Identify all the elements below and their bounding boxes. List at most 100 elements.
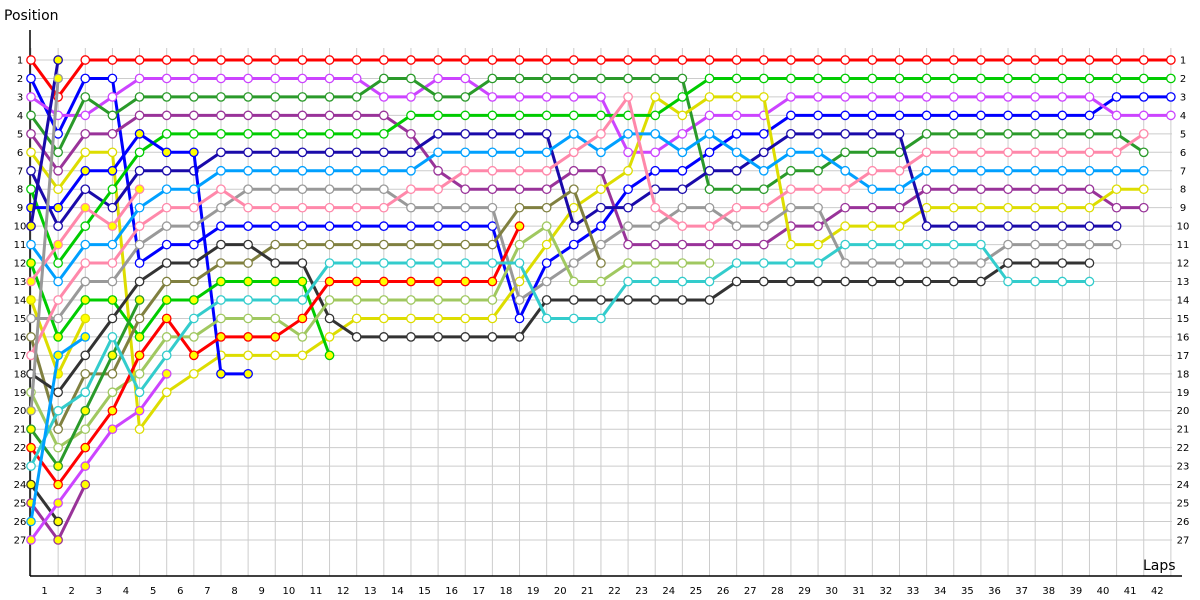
data-point: [731, 165, 742, 176]
x-tick-label: 22: [608, 586, 621, 597]
data-point: [460, 258, 471, 268]
data-point: [1057, 128, 1068, 139]
data-point: [460, 313, 471, 324]
x-tick-label: 25: [690, 586, 703, 597]
data-point: [161, 202, 172, 213]
data-point: [188, 258, 199, 268]
data-point: [297, 239, 308, 250]
data-point: [650, 73, 661, 84]
data-point: [1003, 165, 1013, 176]
data-point: [433, 147, 443, 158]
y-tick-label-left: 23: [14, 462, 27, 473]
data-point: [541, 73, 552, 84]
data-point: [297, 55, 308, 65]
data-point: [26, 516, 36, 527]
data-point: [867, 184, 878, 195]
data-point: [406, 92, 416, 102]
data-point: [894, 239, 905, 250]
data-point: [704, 202, 715, 213]
data-point: [948, 239, 959, 250]
data-point: [487, 73, 498, 84]
data-point: [351, 110, 362, 121]
data-point: [378, 313, 389, 324]
data-point: [1084, 147, 1095, 158]
data-point: [216, 165, 226, 176]
data-point: [351, 313, 362, 324]
x-tick-label: 35: [961, 586, 974, 597]
x-tick-label: 17: [472, 586, 485, 597]
data-point: [623, 276, 633, 287]
y-tick-label-right: 19: [1177, 388, 1190, 399]
data-point: [270, 350, 281, 361]
data-point: [1030, 165, 1041, 176]
data-point: [677, 55, 688, 65]
data-point: [867, 147, 878, 158]
data-point: [1084, 55, 1095, 65]
data-point: [161, 165, 172, 176]
data-point: [568, 110, 579, 121]
data-point: [161, 221, 172, 231]
data-point: [1084, 165, 1095, 176]
data-point: [786, 55, 796, 65]
data-point: [243, 55, 253, 65]
data-point: [80, 368, 91, 379]
data-point: [433, 239, 443, 250]
data-point: [53, 405, 63, 416]
data-point: [297, 276, 308, 287]
data-point: [378, 258, 389, 268]
data-point: [921, 55, 932, 65]
data-point: [1057, 276, 1068, 287]
data-point: [894, 73, 905, 84]
data-point: [1111, 55, 1122, 65]
x-tick-label: 11: [310, 586, 323, 597]
x-tick-label: 33: [907, 586, 920, 597]
data-point: [107, 332, 118, 342]
data-point: [216, 147, 226, 158]
data-point: [378, 239, 389, 250]
x-axis-title: Laps: [1143, 558, 1176, 574]
data-point: [378, 221, 389, 231]
data-point: [406, 110, 416, 121]
series-15: [26, 184, 1122, 324]
data-point: [216, 332, 226, 342]
data-point: [80, 110, 91, 121]
data-point: [107, 221, 118, 231]
data-point: [107, 258, 118, 268]
data-point: [894, 258, 905, 268]
data-point: [976, 239, 986, 250]
data-point: [1166, 92, 1176, 102]
data-point: [433, 165, 443, 176]
data-point: [840, 73, 851, 84]
data-point: [541, 313, 552, 324]
data-point: [243, 368, 253, 379]
data-point: [813, 55, 823, 65]
data-point: [107, 239, 118, 250]
x-tick-label: 18: [500, 586, 513, 597]
data-point: [161, 184, 172, 195]
x-tick-label: 38: [1042, 586, 1055, 597]
data-point: [297, 258, 308, 268]
x-tick-label: 40: [1097, 586, 1110, 597]
data-point: [351, 73, 362, 84]
data-point: [1003, 128, 1013, 139]
data-point: [487, 221, 498, 231]
data-point: [623, 55, 633, 65]
data-point: [1111, 184, 1122, 195]
data-point: [650, 55, 661, 65]
data-point: [976, 110, 986, 121]
series-line: [29, 78, 60, 411]
x-tick-label: 14: [391, 586, 404, 597]
data-point: [460, 276, 471, 287]
data-point: [243, 313, 253, 324]
x-tick-label: 39: [1070, 586, 1083, 597]
data-point: [134, 295, 145, 305]
data-point: [433, 221, 443, 231]
series-6: [26, 92, 1149, 435]
data-point: [514, 147, 525, 158]
y-tick-label-right: 25: [1177, 499, 1190, 510]
data-point: [514, 110, 525, 121]
data-point: [623, 147, 633, 158]
data-point: [677, 221, 688, 231]
data-point: [894, 128, 905, 139]
data-point: [921, 92, 932, 102]
